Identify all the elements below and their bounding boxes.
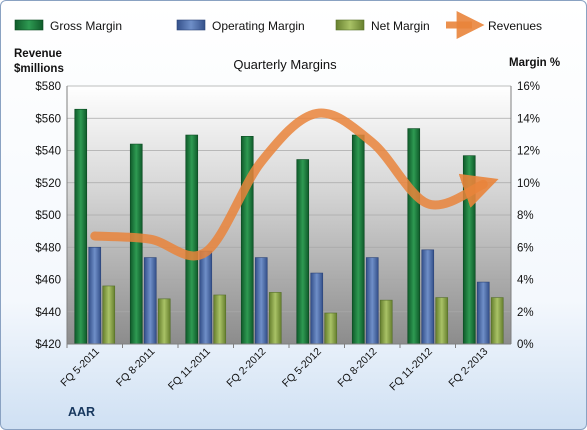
revenue-point [427, 203, 428, 204]
gross-margin-bar [296, 159, 310, 345]
operating-margin-bar [476, 281, 490, 345]
legend-swatch-operating-margin [176, 19, 206, 31]
right-tick-label: 14% [517, 113, 540, 125]
right-tick-label: 4% [517, 275, 534, 287]
net-margin-bar [379, 299, 393, 345]
x-tick-label: FQ 5-2011 [58, 346, 102, 390]
gross-margin-bar [185, 134, 199, 345]
left-axis-title-line2: $millions [14, 63, 64, 75]
revenue-point [372, 142, 373, 143]
revenue-point [205, 252, 206, 253]
legend-label-net-margin: Net Margin [371, 19, 430, 33]
net-margin-bar [268, 292, 282, 345]
left-tick-label: $440 [35, 307, 61, 319]
net-margin-bar [490, 297, 504, 345]
revenue-point [261, 161, 262, 162]
gross-margin-bar [407, 128, 421, 345]
right-tick-label: 2% [517, 307, 534, 319]
x-tick-label: FQ 2-2012 [224, 346, 268, 390]
operating-margin-bar [143, 257, 157, 345]
operating-margin-bar [199, 250, 213, 345]
left-tick-label: $460 [35, 275, 61, 287]
legend-label-operating-margin: Operating Margin [212, 19, 305, 33]
operating-margin-bar [310, 272, 324, 345]
left-tick-label: $420 [35, 339, 61, 351]
right-tick-label: 10% [517, 178, 540, 190]
revenue-point [483, 184, 484, 185]
x-tick-label: FQ 11-2011 [166, 346, 213, 393]
legend-swatch-net-margin [335, 19, 365, 31]
gross-margin-bar [462, 155, 476, 345]
right-axis-title: Margin % [509, 57, 560, 69]
net-margin-bar [435, 297, 449, 345]
operating-margin-bar [254, 257, 268, 345]
operating-margin-bar [365, 257, 379, 345]
right-tick-label: 8% [517, 210, 534, 222]
revenue-point [316, 113, 317, 114]
operating-margin-bar [421, 249, 435, 345]
x-tick-label: FQ 11-2012 [387, 346, 435, 394]
chart-title: Quarterly Margins [233, 57, 337, 72]
left-tick-label: $520 [35, 178, 61, 190]
right-tick-label: 6% [517, 242, 534, 254]
x-tick-label: FQ 5-2012 [280, 346, 324, 390]
net-margin-bar [213, 294, 227, 345]
net-margin-bar [324, 312, 338, 345]
gross-margin-bar [351, 134, 365, 345]
x-tick-label: FQ 8-2011 [114, 346, 158, 390]
revenue-point [94, 235, 95, 236]
legend: Gross Margin Operating Margin Net Margin… [14, 11, 542, 39]
gross-margin-bar [74, 108, 88, 345]
gross-margin-bar [129, 143, 143, 345]
x-tick-label: FQ 2-2013 [446, 346, 490, 390]
left-tick-label: $560 [35, 113, 61, 125]
revenue-point [150, 239, 151, 240]
bars [74, 108, 504, 345]
legend-label-revenues: Revenues [488, 19, 542, 33]
x-tick-label: FQ 8-2012 [335, 346, 379, 390]
left-tick-label: $500 [35, 210, 61, 222]
left-tick-label: $540 [35, 146, 61, 158]
net-margin-bar [157, 298, 171, 345]
left-tick-label: $480 [35, 242, 61, 254]
gross-margin-bar [240, 136, 254, 345]
left-axis-title-line1: Revenue [14, 48, 62, 60]
company-label: AAR [68, 405, 95, 419]
legend-label-gross-margin: Gross Margin [50, 19, 122, 33]
net-margin-bar [102, 285, 116, 345]
left-tick-label: $580 [35, 81, 61, 93]
operating-margin-bar [88, 246, 102, 345]
revenue-line [90, 108, 499, 261]
right-tick-label: 16% [517, 81, 540, 93]
right-tick-label: 12% [517, 146, 540, 158]
right-tick-label: 0% [517, 339, 534, 351]
legend-swatch-gross-margin [14, 19, 44, 31]
revenue-series-line [90, 108, 499, 261]
